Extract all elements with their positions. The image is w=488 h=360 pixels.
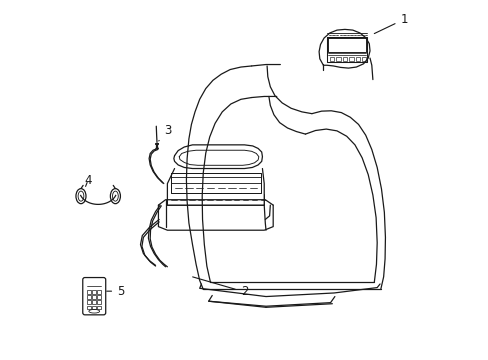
- Bar: [87, 301, 91, 304]
- Text: 4: 4: [84, 174, 92, 186]
- Bar: [87, 306, 91, 309]
- Bar: [92, 301, 96, 304]
- Bar: [97, 306, 101, 309]
- Bar: [92, 306, 96, 309]
- Bar: [87, 291, 91, 294]
- Text: 1: 1: [373, 13, 407, 33]
- Bar: [92, 291, 96, 294]
- Bar: [92, 296, 96, 299]
- Bar: [97, 291, 101, 294]
- Bar: [336, 57, 340, 61]
- Text: 2: 2: [192, 277, 248, 298]
- Bar: [97, 296, 101, 299]
- Bar: [342, 57, 346, 61]
- Bar: [329, 57, 333, 61]
- Bar: [362, 57, 366, 61]
- Text: 5: 5: [106, 285, 124, 298]
- Text: 3: 3: [159, 124, 171, 141]
- Bar: [355, 57, 359, 61]
- Bar: [348, 57, 353, 61]
- Bar: [87, 296, 91, 299]
- Bar: [97, 301, 101, 304]
